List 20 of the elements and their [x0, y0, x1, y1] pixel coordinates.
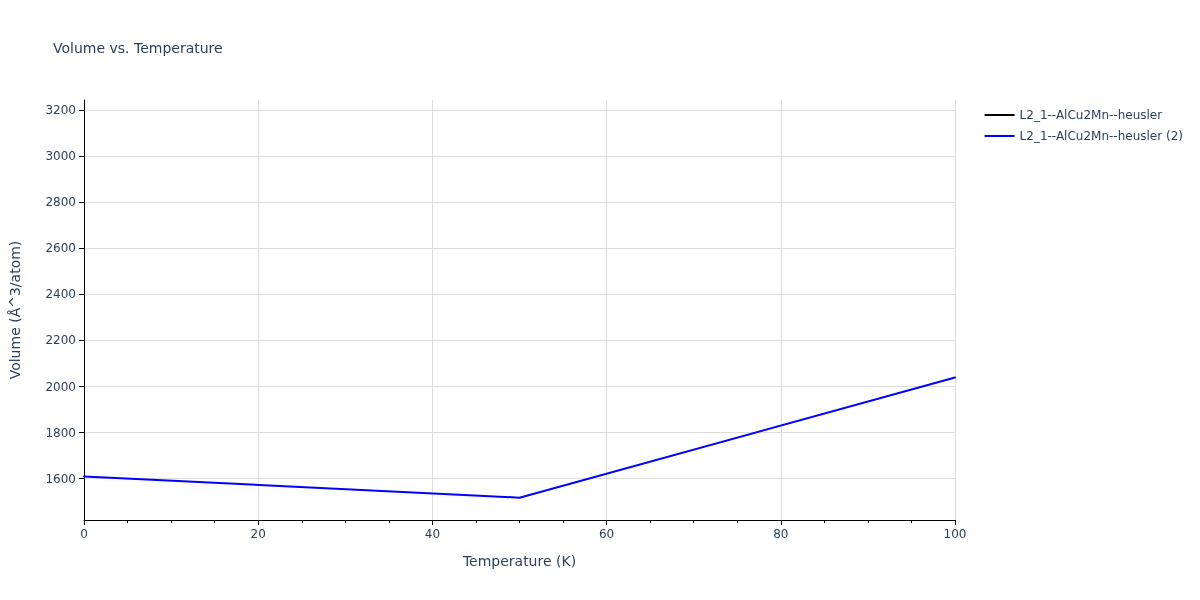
- legend-label: L2_1--AlCu2Mn--heusler: [1019, 108, 1163, 122]
- y-tick-label: 2800: [45, 195, 76, 210]
- y-tick-label: 2400: [45, 287, 76, 302]
- x-tick-label: 40: [424, 527, 441, 541]
- x-tick-label: 100: [943, 527, 967, 541]
- legend-label: L2_1--AlCu2Mn--heusler (2): [1019, 129, 1184, 143]
- y-axis-title: Volume (Å^3/atom): [7, 240, 23, 380]
- chart-title: Volume vs. Temperature: [53, 40, 223, 56]
- x-axis-title: Temperature (K): [461, 553, 577, 569]
- x-tick-label: 60: [598, 527, 615, 541]
- y-tick-label: 1600: [45, 471, 76, 486]
- y-tick-label: 2200: [45, 333, 76, 348]
- x-tick-label: 20: [250, 527, 266, 541]
- x-tick-label: 80: [773, 527, 789, 541]
- y-tick-label: 1800: [45, 425, 76, 440]
- y-tick-label: 3000: [45, 149, 76, 164]
- y-tick-label: 2600: [45, 241, 76, 256]
- y-tick-label: 2000: [45, 379, 76, 394]
- x-tick-label: 0: [80, 527, 88, 541]
- y-tick-label: 3200: [45, 103, 76, 118]
